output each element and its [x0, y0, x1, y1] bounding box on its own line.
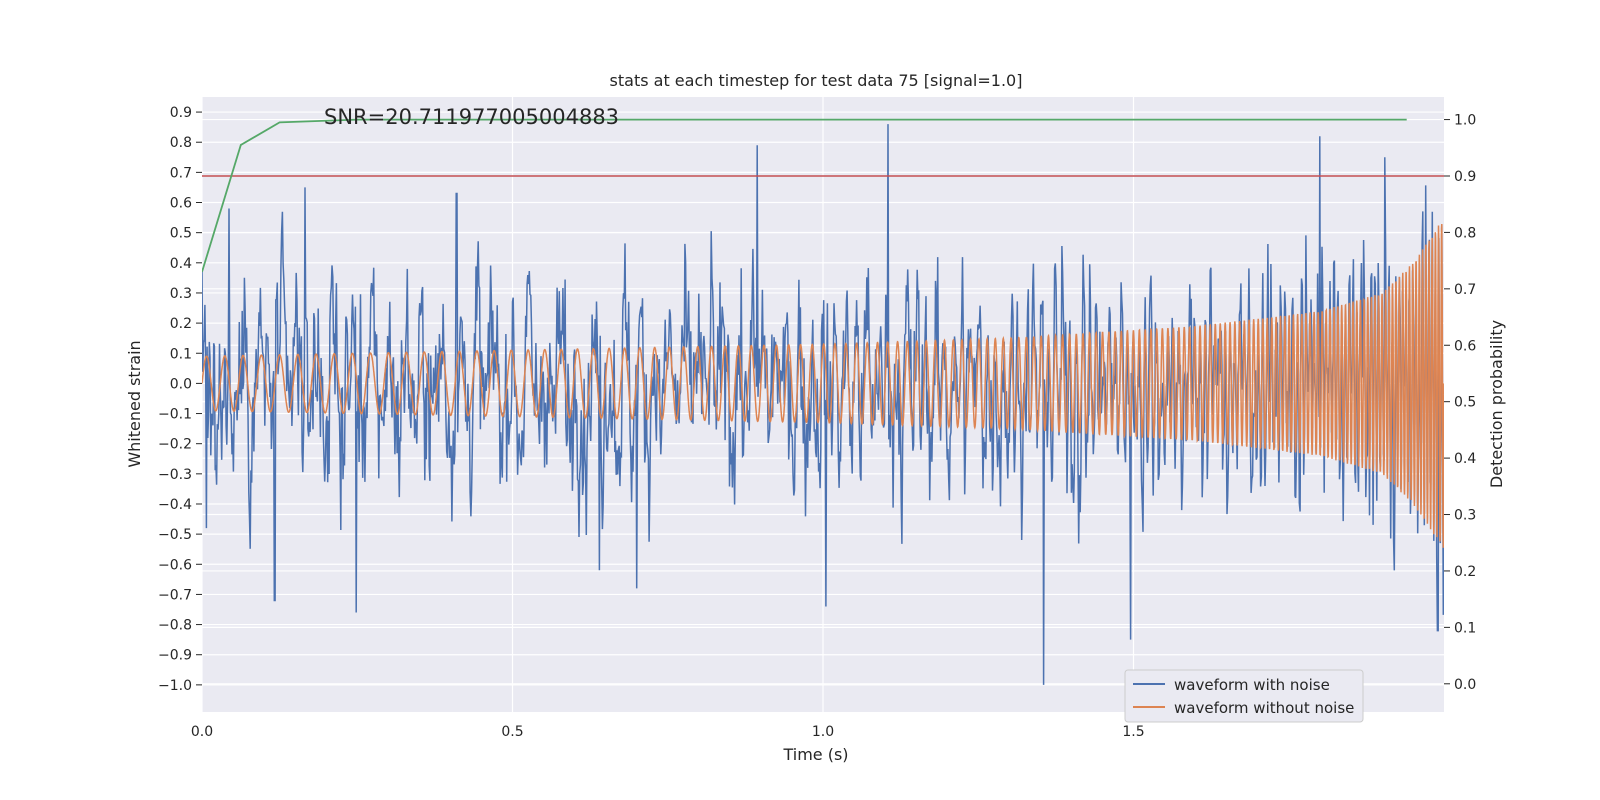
- y-tick-label: −0.8: [158, 618, 192, 634]
- legend: waveform with noise waveform without noi…: [1124, 669, 1364, 723]
- y-tick-label: 0.5: [170, 226, 192, 242]
- series-detection-probability: [202, 118, 1407, 273]
- y2-tick-label: 0.8: [1454, 225, 1476, 241]
- y2-tick-label: 1.0: [1454, 113, 1476, 129]
- x-tick-label: 0.5: [501, 724, 523, 740]
- y-tick-label: −0.3: [158, 467, 192, 483]
- y-tick-label: 0.0: [170, 376, 192, 392]
- snr-annotation: SNR=20.711977005004883: [324, 105, 619, 129]
- y-tick-label: −0.2: [158, 437, 192, 453]
- y-axis-label: Whitened strain: [125, 340, 144, 467]
- y2-axis-label: Detection probability: [1487, 320, 1506, 488]
- series-waveform-without-noise: [202, 223, 1444, 548]
- tick-labels: 0.9 0.8 0.7 0.6 0.5 0.4 0.3 0.2 0.1 0.0 −0.1 −0.2 −0…: [158, 105, 1476, 740]
- y2-tick-label: 0.6: [1454, 338, 1476, 354]
- y-tick-label: −0.6: [158, 557, 192, 573]
- y-tick-label: 0.8: [170, 135, 192, 151]
- y-tick-label: −0.4: [158, 497, 192, 513]
- y-tick-label: 0.7: [170, 165, 192, 181]
- y2-tick-label: 0.0: [1454, 677, 1476, 693]
- series-group: [202, 118, 1444, 685]
- y-tick-label: 0.9: [170, 105, 192, 121]
- y2-tick-label: 0.4: [1454, 451, 1476, 467]
- y-tick-label: −1.0: [158, 678, 192, 694]
- y2-tick-label: 0.9: [1454, 169, 1476, 185]
- y-tick-label: 0.2: [170, 316, 192, 332]
- y-tick-label: 0.6: [170, 196, 192, 212]
- y-tick-label: −0.5: [158, 527, 192, 543]
- y-tick-label: 0.1: [170, 346, 192, 362]
- legend-label-noise: waveform with noise: [1174, 676, 1330, 694]
- y2-tick-label: 0.3: [1454, 508, 1476, 524]
- x-axis-label: Time (s): [782, 745, 848, 764]
- y-tick-label: 0.4: [170, 256, 192, 272]
- x-tick-label: 1.0: [812, 724, 834, 740]
- x-tick-label: 0.0: [191, 724, 213, 740]
- y-tick-label: 0.3: [170, 286, 192, 302]
- y-tick-label: −0.1: [158, 407, 192, 423]
- legend-box: [1124, 669, 1364, 723]
- y2-tick-label: 0.2: [1454, 564, 1476, 580]
- x-tick-label: 1.5: [1122, 724, 1144, 740]
- y-tick-label: −0.9: [158, 648, 192, 664]
- y2-tick-label: 0.7: [1454, 282, 1476, 298]
- y2-tick-label: 0.5: [1454, 395, 1476, 411]
- legend-label-clean: waveform without noise: [1174, 699, 1354, 717]
- chart-title: stats at each timestep for test data 75 …: [610, 71, 1023, 90]
- y-tick-label: −0.7: [158, 587, 192, 603]
- y2-tick-label: 0.1: [1454, 620, 1476, 636]
